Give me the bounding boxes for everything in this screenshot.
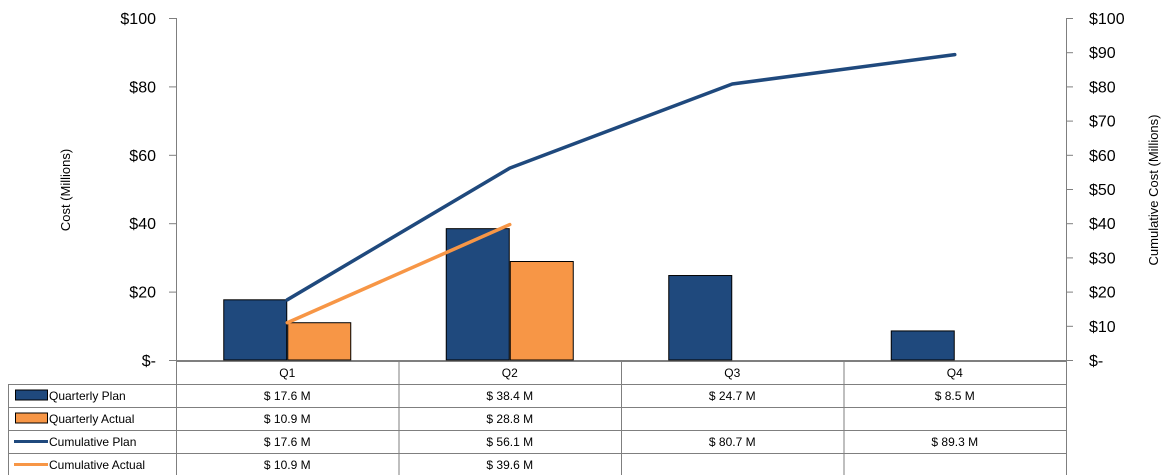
right-tick-label: $20	[1089, 285, 1116, 302]
bar-quarterly-plan-q2	[445, 228, 510, 361]
right-tick-label: $30	[1089, 250, 1116, 267]
category-label-q3: Q3	[724, 366, 740, 380]
data-table: Q1 Q2 Q3 Q4 Quarterly Plan $ 17.6 M $ 38.4 M $ …	[8, 361, 1067, 475]
right-tick-label: $100	[1089, 11, 1125, 28]
table-cell: $ 10.9 M	[264, 458, 311, 472]
left-tick-label: $80	[129, 79, 156, 96]
bar-quarterly-plan-q3	[668, 275, 733, 361]
legend-label-cumulative-plan: Cumulative Plan	[49, 435, 136, 449]
legend-label-quarterly-actual: Quarterly Actual	[49, 412, 134, 426]
category-label-q1: Q1	[279, 366, 295, 380]
left-tick-label: $40	[129, 216, 156, 233]
right-tick-label: $-	[1089, 353, 1103, 370]
line-cumulative-plan	[285, 52, 957, 302]
left-axis-ticks: $- $20 $40 $60 $80 $100	[120, 11, 176, 370]
lines-layer	[285, 52, 957, 325]
table-cell: $ 80.7 M	[709, 435, 756, 449]
left-tick-label: $-	[142, 353, 156, 370]
bar-quarterly-plan-q4	[890, 330, 955, 361]
bars-layer	[223, 228, 955, 361]
bar-quarterly-actual-q1	[287, 322, 352, 361]
table-cell: $ 8.5 M	[935, 389, 975, 403]
legend-key-quarterly-actual	[15, 412, 48, 424]
right-tick-label: $60	[1089, 148, 1116, 165]
right-tick-label: $10	[1089, 319, 1116, 336]
table-cell: $ 10.9 M	[264, 412, 311, 426]
bar-quarterly-plan-q1	[223, 299, 288, 361]
table-cell: $ 17.6 M	[264, 389, 311, 403]
table-cell: $ 39.6 M	[486, 458, 533, 472]
right-axis-title: Cumulative Cost (Millions)	[1146, 115, 1161, 266]
legend-label-cumulative-actual: Cumulative Actual	[49, 458, 145, 472]
bar-quarterly-actual-q2	[509, 261, 574, 361]
left-tick-label: $100	[120, 11, 156, 28]
line-cumulative-actual	[285, 222, 512, 325]
table-cell: $ 38.4 M	[486, 389, 533, 403]
table-cell: $ 24.7 M	[709, 389, 756, 403]
legend-label-quarterly-plan: Quarterly Plan	[49, 389, 126, 403]
category-label-q4: Q4	[947, 366, 963, 380]
left-tick-label: $60	[129, 148, 156, 165]
right-tick-label: $50	[1089, 182, 1116, 199]
right-tick-label: $70	[1089, 114, 1116, 131]
right-tick-label: $40	[1089, 216, 1116, 233]
table-cell: $ 17.6 M	[264, 435, 311, 449]
category-label-q2: Q2	[502, 366, 518, 380]
right-axis-ticks: $- $10 $20 $30 $40 $50 $60 $70 $80 $90 $100	[1066, 11, 1125, 370]
table-cell: $ 28.8 M	[486, 412, 533, 426]
table-cell: $ 56.1 M	[486, 435, 533, 449]
right-tick-label: $90	[1089, 45, 1116, 62]
legend-key-quarterly-plan	[15, 389, 48, 401]
right-tick-label: $80	[1089, 79, 1116, 96]
left-tick-label: $20	[129, 285, 156, 302]
table-cell: $ 89.3 M	[931, 435, 978, 449]
left-axis-title: Cost (Millions)	[58, 149, 73, 231]
